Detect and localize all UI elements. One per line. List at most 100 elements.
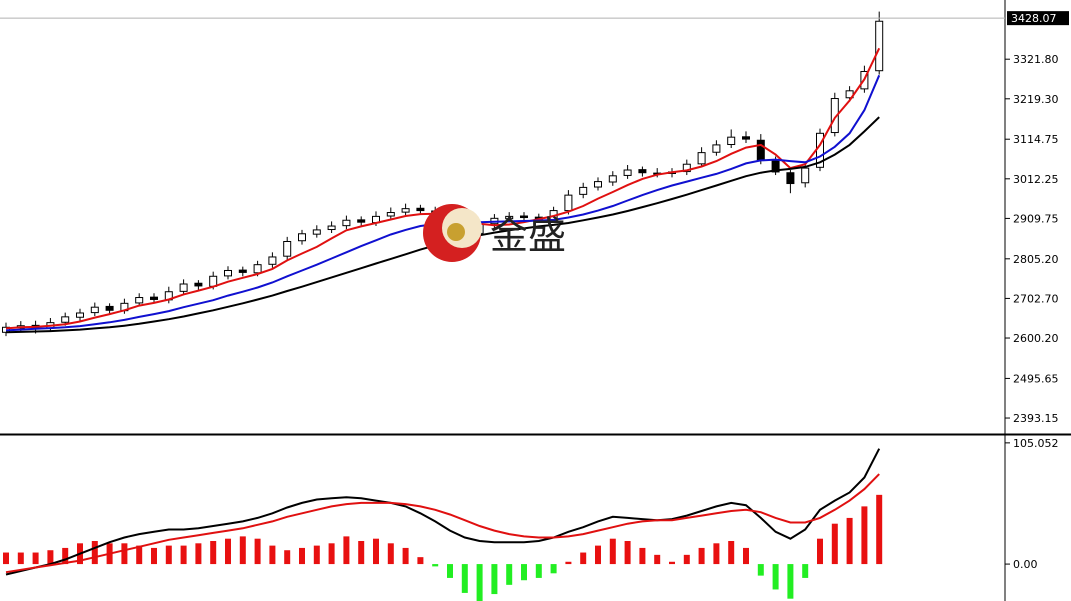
macd-bar — [180, 545, 187, 565]
macd-bar — [136, 545, 143, 565]
y-tick-label: 2702.70 — [1013, 292, 1059, 305]
candle-body — [608, 175, 617, 183]
macd-bar — [728, 541, 735, 565]
candle-body — [386, 212, 395, 217]
ma-line — [5, 448, 881, 576]
candle-body — [76, 312, 84, 318]
candle-body — [135, 297, 144, 304]
macd-bar — [373, 538, 379, 565]
macd-bar — [417, 557, 424, 565]
macd-bar — [698, 547, 705, 565]
y-tick-label: 2495.65 — [1013, 372, 1059, 385]
macd-bar — [432, 564, 439, 567]
watermark: 金盛 — [490, 214, 566, 258]
candle-body — [875, 20, 884, 72]
y-tick-label: 2600.20 — [1013, 332, 1059, 345]
candle-body — [416, 207, 425, 212]
macd-bar — [165, 545, 172, 565]
macd-bar — [713, 543, 720, 565]
macd-bar — [269, 545, 276, 565]
macd-bar — [846, 517, 853, 565]
candle-body — [194, 282, 203, 287]
logo-dot — [447, 223, 465, 241]
candle-body — [298, 233, 306, 242]
macd-bar — [831, 523, 838, 565]
macd-bar — [772, 564, 779, 590]
candle-body — [727, 136, 736, 146]
macd-bar — [387, 543, 394, 565]
macd-bar — [461, 564, 468, 593]
macd-bar — [506, 564, 513, 585]
macd-bar — [757, 564, 764, 576]
candle-body — [505, 215, 514, 220]
macd-bar — [225, 538, 231, 565]
candle-body — [712, 144, 721, 153]
candle-body — [756, 139, 765, 161]
macd-bar — [609, 538, 616, 565]
macd-bar — [313, 545, 320, 565]
candle-body — [327, 225, 336, 231]
candle-body — [594, 181, 602, 188]
candle-body — [682, 163, 691, 173]
candle-body — [801, 167, 810, 184]
y-tick-label: 3321.80 — [1013, 53, 1059, 66]
candle-body — [579, 186, 588, 195]
macd-bar — [787, 564, 794, 599]
macd-bar — [151, 547, 157, 565]
candle-body — [342, 219, 351, 227]
macd-bar — [284, 550, 291, 565]
macd-bar — [210, 541, 217, 565]
macd-bar — [802, 564, 809, 578]
macd-bar — [639, 547, 646, 565]
macd-bar — [683, 554, 690, 565]
macd-bar — [447, 564, 453, 578]
candle-body — [786, 172, 795, 185]
macd-bar — [299, 547, 305, 565]
macd-bar — [550, 564, 557, 574]
macd-bar — [521, 564, 527, 581]
y-tick-label: 2805.20 — [1013, 253, 1059, 266]
macd-bar — [595, 545, 601, 565]
candle-body — [150, 296, 158, 300]
macd-bar — [624, 541, 631, 565]
y-tick-label: 3114.75 — [1013, 133, 1059, 146]
macd-bar — [654, 554, 661, 565]
macd-bar — [535, 564, 542, 578]
macd-bar — [669, 561, 675, 565]
macd-bar — [121, 543, 128, 565]
macd-bar — [861, 506, 868, 565]
last-price-box — [1007, 11, 1069, 26]
candle-body — [105, 305, 114, 311]
candle-body — [830, 98, 839, 134]
candle-body — [90, 306, 99, 314]
candle-body — [312, 229, 321, 235]
y-tick-label: 2909.75 — [1013, 212, 1059, 225]
macd-bar — [876, 494, 883, 565]
candle-body — [179, 283, 188, 292]
candle-body — [401, 208, 410, 213]
macd-bar — [47, 550, 54, 565]
candle-body — [638, 169, 647, 174]
candle-body — [520, 215, 528, 219]
y-tick-label: 2393.15 — [1013, 412, 1059, 425]
macd-bar — [32, 552, 39, 565]
macd-bar — [580, 552, 587, 565]
macd-bar — [358, 541, 365, 565]
macd-bar — [3, 552, 9, 565]
macd-bar — [343, 536, 350, 565]
candle-body — [623, 169, 632, 176]
candle-body — [61, 316, 70, 323]
ma-line — [5, 473, 880, 574]
macd-bar — [476, 564, 483, 601]
y-tick-label: 0.00 — [1013, 558, 1038, 571]
candle-body — [564, 194, 573, 212]
y-tick-label: 3012.25 — [1013, 173, 1059, 186]
macd-bar — [254, 538, 261, 565]
macd-bar — [402, 547, 409, 565]
y-tick-label: 105.052 — [1013, 437, 1059, 450]
macd-bar — [62, 547, 69, 565]
last-price-label: 3428.07 — [1011, 12, 1057, 25]
